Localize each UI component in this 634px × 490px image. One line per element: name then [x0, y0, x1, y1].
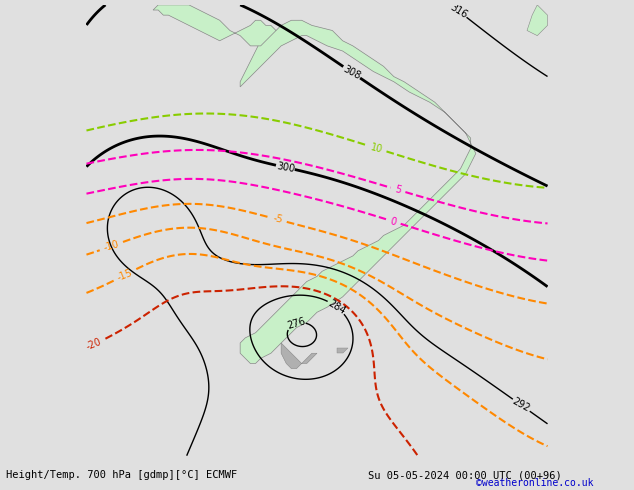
Text: 0: 0: [389, 216, 398, 227]
Text: 300: 300: [275, 161, 295, 174]
Text: Height/Temp. 700 hPa [gdmp][°C] ECMWF: Height/Temp. 700 hPa [gdmp][°C] ECMWF: [6, 470, 238, 480]
Text: 276: 276: [286, 316, 306, 331]
Text: 5: 5: [394, 184, 402, 196]
Text: Su 05-05-2024 00:00 UTC (00+96): Su 05-05-2024 00:00 UTC (00+96): [368, 470, 562, 480]
Text: ©weatheronline.co.uk: ©weatheronline.co.uk: [476, 478, 593, 488]
Polygon shape: [240, 20, 476, 364]
Text: 284: 284: [326, 298, 347, 316]
Text: -5: -5: [272, 214, 283, 225]
Text: 308: 308: [341, 64, 362, 81]
Text: 292: 292: [511, 396, 532, 414]
Text: -15: -15: [116, 267, 134, 283]
Polygon shape: [337, 348, 347, 353]
Text: 316: 316: [448, 2, 469, 20]
Polygon shape: [153, 5, 276, 46]
Text: -10: -10: [103, 239, 120, 253]
Polygon shape: [281, 343, 317, 368]
Text: -20: -20: [85, 337, 103, 352]
Polygon shape: [527, 5, 548, 36]
Text: 10: 10: [369, 142, 384, 154]
